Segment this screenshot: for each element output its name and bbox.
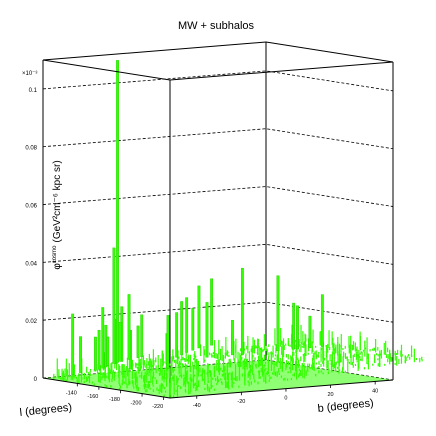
z-tick-label: 0.08	[25, 146, 37, 152]
data-bar	[140, 314, 144, 357]
data-bar	[106, 336, 110, 366]
data-bar	[94, 336, 97, 371]
data-bar	[118, 322, 122, 362]
z-axis-units: (GeV²cm⁻⁶ kpc sr)	[52, 160, 63, 242]
tick-labels: 00.020.040.060.080.1-140-160-180-200-220…	[25, 88, 378, 410]
b-tick-label: 40	[372, 388, 378, 394]
data-bar	[101, 307, 105, 369]
data-bar	[185, 297, 189, 353]
data-bar	[197, 285, 201, 349]
b-tick-label: -40	[193, 403, 201, 409]
floor-noise	[43, 324, 423, 398]
data-bar	[136, 325, 140, 358]
chart-title: MW + subhalos	[178, 20, 255, 32]
bottom-frame	[42, 377, 394, 399]
b-tick-label: 20	[327, 392, 333, 398]
plot-frame	[169, 42, 267, 398]
x-axis-label: l (degrees)	[19, 402, 73, 419]
plot-frame-front	[42, 41, 394, 399]
l-tick-label: -180	[109, 397, 120, 403]
data-bar	[116, 60, 119, 363]
data-bar	[292, 302, 296, 350]
data-bar	[79, 336, 82, 373]
data-bar	[112, 247, 116, 364]
data-bar	[308, 315, 312, 349]
b-tick-label: -20	[237, 399, 245, 405]
z-gridline	[42, 128, 394, 150]
data-bar	[240, 267, 244, 356]
data-bar	[231, 320, 234, 356]
z-tick-label: 0.02	[25, 319, 37, 325]
z-tick-label: 0.06	[25, 204, 37, 210]
data-bar	[127, 294, 131, 360]
data-bar	[71, 313, 75, 375]
l-tick-label: -200	[131, 401, 142, 407]
data-bar	[320, 294, 324, 347]
data-bar	[180, 301, 184, 356]
data-bar	[210, 278, 214, 346]
z-tick-label: 0.04	[25, 261, 37, 267]
b-tick-label: 0	[284, 396, 287, 402]
z-tick-label: 0	[34, 377, 38, 383]
data-bar	[166, 315, 170, 370]
z-gridline	[42, 70, 394, 92]
l-tick-label: -140	[66, 390, 77, 396]
z-tick-label: 0.1	[29, 88, 38, 94]
y-axis-label: b (degrees)	[317, 397, 374, 415]
data-bar	[296, 305, 299, 350]
data-bars	[71, 60, 324, 375]
data-bar	[97, 329, 101, 370]
data-bar	[175, 312, 179, 358]
top-frame	[42, 41, 394, 81]
data-bar	[276, 275, 280, 352]
z-axis-symbol: φ	[52, 263, 63, 270]
z-axis-superscript: cosmo	[52, 245, 58, 263]
z-scale-label: ×10⁻³	[22, 71, 37, 77]
l-tick-label: -160	[87, 394, 98, 400]
floor-surface	[43, 360, 393, 398]
z-gridline	[42, 301, 394, 323]
z-gridline	[42, 186, 394, 207]
data-bar	[191, 308, 195, 351]
z-gridlines	[42, 70, 394, 381]
l-tick-label: -220	[152, 404, 163, 410]
z-gridline	[42, 243, 394, 265]
z-axis-label: φcosmo (GeV²cm⁻⁶ kpc sr)	[52, 160, 63, 269]
data-bar	[205, 302, 209, 358]
